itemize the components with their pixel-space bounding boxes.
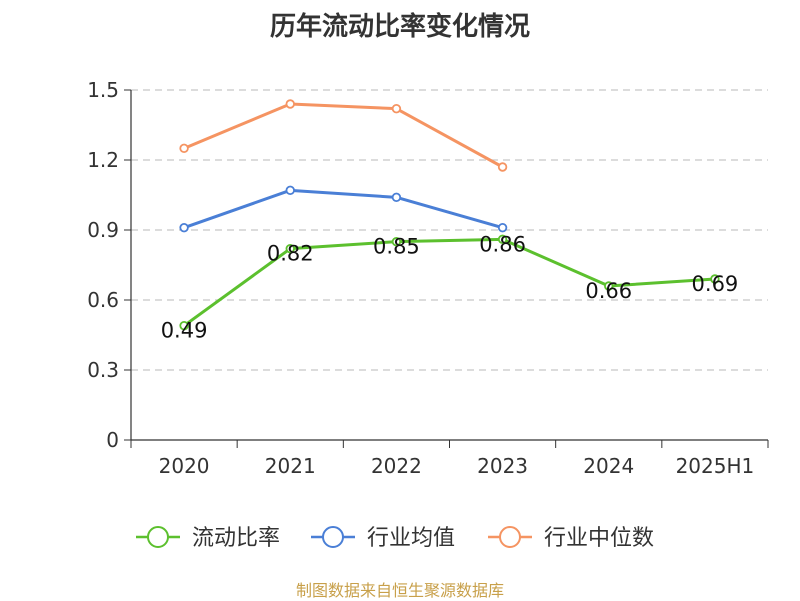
data-point (179, 320, 189, 331)
data-point (179, 143, 189, 154)
data-point (179, 222, 189, 233)
x-tick-label: 2024 (583, 454, 634, 478)
data-point (285, 243, 295, 254)
x-tick-label: 2020 (159, 454, 210, 478)
series-line (183, 188, 503, 230)
data-point (285, 185, 295, 196)
data-point (497, 162, 508, 172)
data-point (285, 99, 295, 109)
y-tick-label: 1.5 (87, 78, 119, 102)
y-tick-label: 0.6 (87, 288, 119, 312)
legend-item: 流动比率 (136, 526, 280, 551)
legend: 流动比率 行业均值 行业中位数 (136, 526, 654, 551)
legend-item: 行业中位数 (488, 526, 654, 551)
data-point (391, 236, 402, 247)
data-point (710, 274, 720, 284)
data-label: 0.85 (373, 235, 420, 259)
grid-lines (131, 89, 768, 371)
data-point (391, 103, 402, 114)
legend-label: 流动比率 (192, 526, 280, 551)
y-tick-label: 0 (106, 428, 119, 452)
source-footer: 制图数据来自恒生聚源数据库 (295, 581, 504, 600)
data-point (497, 234, 508, 245)
y-tick-label: 0.3 (87, 358, 119, 382)
series-lines (179, 99, 720, 331)
y-tick-label: 1.2 (87, 148, 119, 172)
data-labels: 0.49 0.82 0.85 0.86 0.66 0.69 (161, 232, 739, 342)
series-line (183, 237, 716, 327)
data-point (391, 192, 402, 203)
axes (124, 89, 769, 448)
x-tick-label: 2025H1 (676, 454, 755, 478)
chart-title: 历年流动比率变化情况 (269, 12, 530, 42)
legend-item: 行业均值 (311, 526, 455, 551)
legend-marker (147, 526, 169, 548)
data-label: 0.82 (267, 242, 314, 266)
data-label: 0.86 (479, 232, 526, 256)
data-label: 0.49 (161, 319, 208, 343)
data-label: 0.66 (585, 279, 632, 303)
y-tick-label: 0.9 (87, 218, 119, 242)
data-point (497, 222, 508, 233)
series-line (183, 102, 504, 169)
x-tick-label: 2021 (265, 454, 316, 478)
legend-marker (322, 526, 344, 548)
data-point (604, 281, 614, 291)
legend-label: 行业中位数 (544, 526, 654, 551)
tick-labels: 0 0.3 0.6 0.9 1.2 1.5 2020 2021 2022 2023 2024 2025… (87, 78, 754, 478)
legend-marker (499, 526, 521, 548)
x-tick-label: 2022 (371, 454, 422, 478)
legend-label: 行业均值 (367, 526, 455, 551)
data-label: 0.69 (692, 272, 739, 296)
x-tick-label: 2023 (477, 454, 528, 478)
